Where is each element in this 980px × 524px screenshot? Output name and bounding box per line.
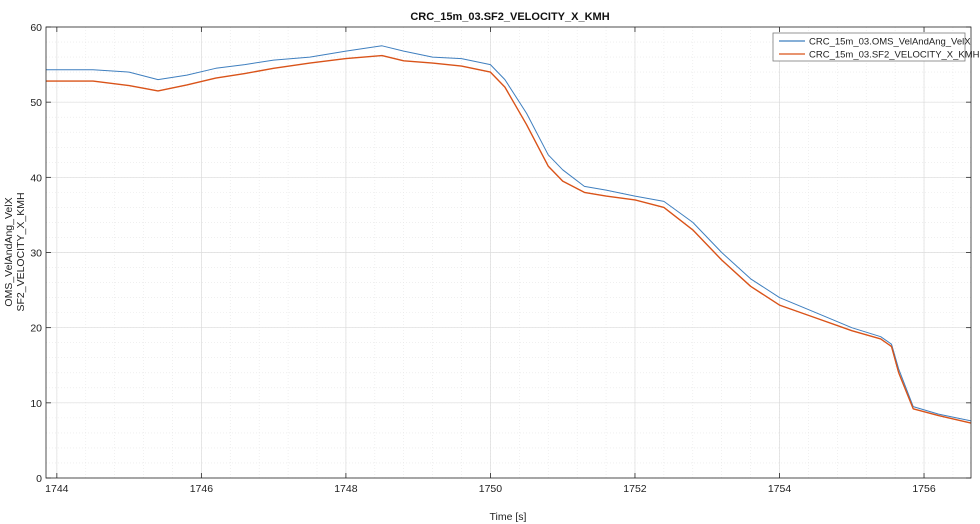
legend: CRC_15m_03.OMS_VelAndAng_VelX CRC_15m_03…	[772, 32, 980, 62]
y-tick-label: 10	[30, 398, 42, 410]
series-layer	[46, 45, 972, 424]
y-tick-label: 0	[36, 473, 42, 485]
y-tick-label: 30	[30, 248, 42, 260]
x-tick-labels: 1744 1746 1748 1750 1752 1754 1756	[45, 483, 936, 495]
x-tick-label: 1756	[912, 483, 936, 495]
y-tick-label: 40	[30, 172, 42, 184]
x-tick-label: 1750	[479, 483, 503, 495]
legend-box	[772, 32, 966, 62]
series-line-oms-velx	[46, 45, 972, 422]
y-tick-label: 20	[30, 323, 42, 335]
series-line-sf2-velocity	[46, 54, 972, 424]
chart-title: CRC_15m_03.SF2_VELOCITY_X_KMH	[410, 11, 609, 23]
y-tick-label: 50	[30, 97, 42, 109]
x-tick-label: 1746	[190, 483, 214, 495]
x-tick-label: 1752	[623, 483, 647, 495]
x-tick-label: 1754	[768, 483, 792, 495]
x-tick-label: 1748	[334, 483, 358, 495]
x-tick-label: 1744	[45, 483, 69, 495]
y-axis-label-1: OMS_VelAndAng_VelX	[3, 197, 15, 306]
axis-ticks	[46, 26, 971, 479]
legend-label-oms: CRC_15m_03.OMS_VelAndAng_VelX	[809, 37, 971, 48]
legend-label-sf2: CRC_15m_03.SF2_VELOCITY_X_KMH	[809, 50, 980, 61]
y-tick-labels: 0 10 20 30 40 50 60	[30, 22, 42, 485]
plot-area	[45, 26, 972, 479]
y-tick-label: 60	[30, 22, 42, 34]
y-axis-label-2: SF2_VELOCITY_X_KMH	[15, 192, 27, 311]
x-axis-label: Time [s]	[490, 511, 527, 523]
